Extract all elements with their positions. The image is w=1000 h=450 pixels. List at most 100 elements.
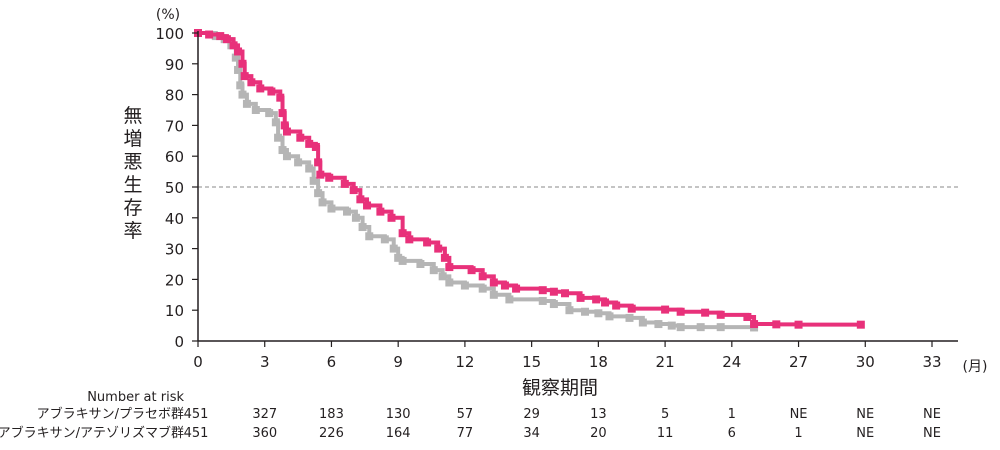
series-0-point-34	[478, 272, 487, 281]
series-1-point-41	[594, 309, 603, 318]
risk-value-1-0: 451	[184, 426, 209, 441]
y-axis-label-char: 増	[123, 128, 142, 150]
series-0-point-2	[216, 32, 225, 41]
series-0-point-26	[387, 213, 396, 222]
risk-value-0-11: NE	[923, 407, 941, 422]
series-1-point-13	[278, 146, 287, 155]
risk-value-1-5: 34	[523, 426, 540, 441]
number-at-risk-table: Number at risk アブラキサン/プラセボ群 451 327 183 130 5…	[0, 390, 941, 441]
series-0-point-50	[743, 312, 752, 321]
series-0-point-32	[445, 263, 454, 272]
series-0-point-48	[701, 308, 710, 317]
risk-value-1-11: NE	[923, 426, 941, 441]
series-0-point-16	[305, 139, 314, 148]
risk-value-1-9: 1	[794, 426, 802, 441]
series-1-point-4	[231, 53, 240, 62]
series-0-point-24	[363, 201, 372, 210]
series-1-point-14	[282, 152, 291, 161]
series-1-point-34	[478, 284, 487, 293]
series-1-point-23	[358, 223, 367, 232]
y-tick-label-100: 100	[155, 25, 184, 43]
series-0-point-51	[750, 320, 759, 329]
risk-value-0-7: 5	[661, 407, 669, 422]
series-1-point-18	[314, 189, 323, 198]
series-0-point-21	[340, 179, 349, 188]
risk-row-label-0: アブラキサン/プラセボ群	[37, 406, 184, 422]
risk-value-0-5: 29	[523, 407, 540, 422]
series-0-point-46	[661, 305, 670, 314]
series-1-point-48	[696, 323, 705, 332]
series-0-point-37	[512, 284, 521, 293]
series-0-point-38	[538, 286, 547, 295]
series-0-point-11	[276, 93, 285, 102]
series-1-point-42	[605, 312, 614, 321]
series-0-point-7	[240, 72, 249, 81]
risk-value-0-9: NE	[790, 407, 808, 422]
series-1-point-36	[505, 295, 514, 304]
risk-row-label-1: アブラキサン/アテゾリズマブ群	[0, 425, 184, 441]
x-tick-label-12: 12	[455, 353, 474, 371]
series-1-point-20	[327, 204, 336, 213]
risk-value-0-4: 57	[457, 407, 474, 422]
series-1-point-31	[438, 272, 447, 281]
series-0-line	[198, 31, 861, 327]
y-tick-label-40: 40	[165, 210, 184, 228]
series-1-point-8	[242, 99, 251, 108]
series-0-point-15	[296, 133, 305, 142]
series-0-point-10	[267, 87, 276, 96]
series-1-point-10	[265, 109, 274, 118]
x-axis-label: 観察期間	[522, 377, 598, 399]
series-0-point-27	[398, 229, 407, 238]
series-1-point-17	[309, 176, 318, 185]
series-1-point-12	[274, 133, 283, 142]
series-0-point-4	[229, 41, 238, 50]
series-1-point-5	[234, 65, 243, 74]
x-tick-label-27: 27	[789, 353, 808, 371]
series-1-point-37	[538, 296, 547, 305]
y-axis-label-char: 生	[123, 174, 142, 196]
series-1-point-35	[489, 290, 498, 299]
y-axis-label: 無増悪生存率	[123, 105, 142, 242]
series-1-point-22	[351, 213, 360, 222]
series-1-point-40	[581, 307, 590, 316]
y-axis-label-char: 悪	[123, 151, 142, 173]
risk-value-1-3: 164	[386, 426, 411, 441]
series-0-point-8	[247, 78, 256, 87]
y-tick-label-0: 0	[174, 333, 184, 351]
series-0-point-36	[500, 281, 509, 290]
series-0-point-25	[376, 207, 385, 216]
series-0-point-42	[592, 295, 601, 304]
y-tick-label-60: 60	[165, 148, 184, 166]
series-1-point-6	[236, 81, 245, 90]
risk-value-0-3: 130	[386, 407, 411, 422]
series-1-point-21	[343, 207, 352, 216]
series-0-point-47	[676, 307, 685, 316]
series-1-point-47	[676, 323, 685, 332]
risk-value-1-2: 226	[319, 426, 344, 441]
series-layer	[194, 29, 865, 332]
series-1-point-45	[654, 320, 663, 329]
series-0-point-3	[222, 35, 231, 44]
series-1-point-49	[716, 323, 725, 332]
series-1-point-32	[445, 278, 454, 287]
y-tick-label-70: 70	[165, 117, 184, 135]
series-1-point-44	[638, 318, 647, 327]
series-0-point-12	[278, 109, 287, 118]
series-1-point-11	[271, 118, 280, 127]
x-tick-label-33: 33	[922, 353, 941, 371]
x-tick-label-3: 3	[260, 353, 270, 371]
series-1-point-38	[549, 300, 558, 309]
series-0-point-31	[440, 253, 449, 262]
series-1-point-24	[365, 232, 374, 241]
series-0-point-54	[856, 320, 865, 329]
risk-value-1-1: 360	[252, 426, 277, 441]
x-tick-label-15: 15	[522, 353, 541, 371]
x-tick-label-0: 0	[193, 353, 203, 371]
x-tick-label-6: 6	[327, 353, 337, 371]
series-0-point-29	[423, 238, 432, 247]
series-1-point-15	[294, 158, 303, 167]
series-1-point-30	[429, 266, 438, 275]
series-0-point-6	[238, 59, 247, 68]
series-0-point-39	[549, 287, 558, 296]
y-tick-label-80: 80	[165, 87, 184, 105]
